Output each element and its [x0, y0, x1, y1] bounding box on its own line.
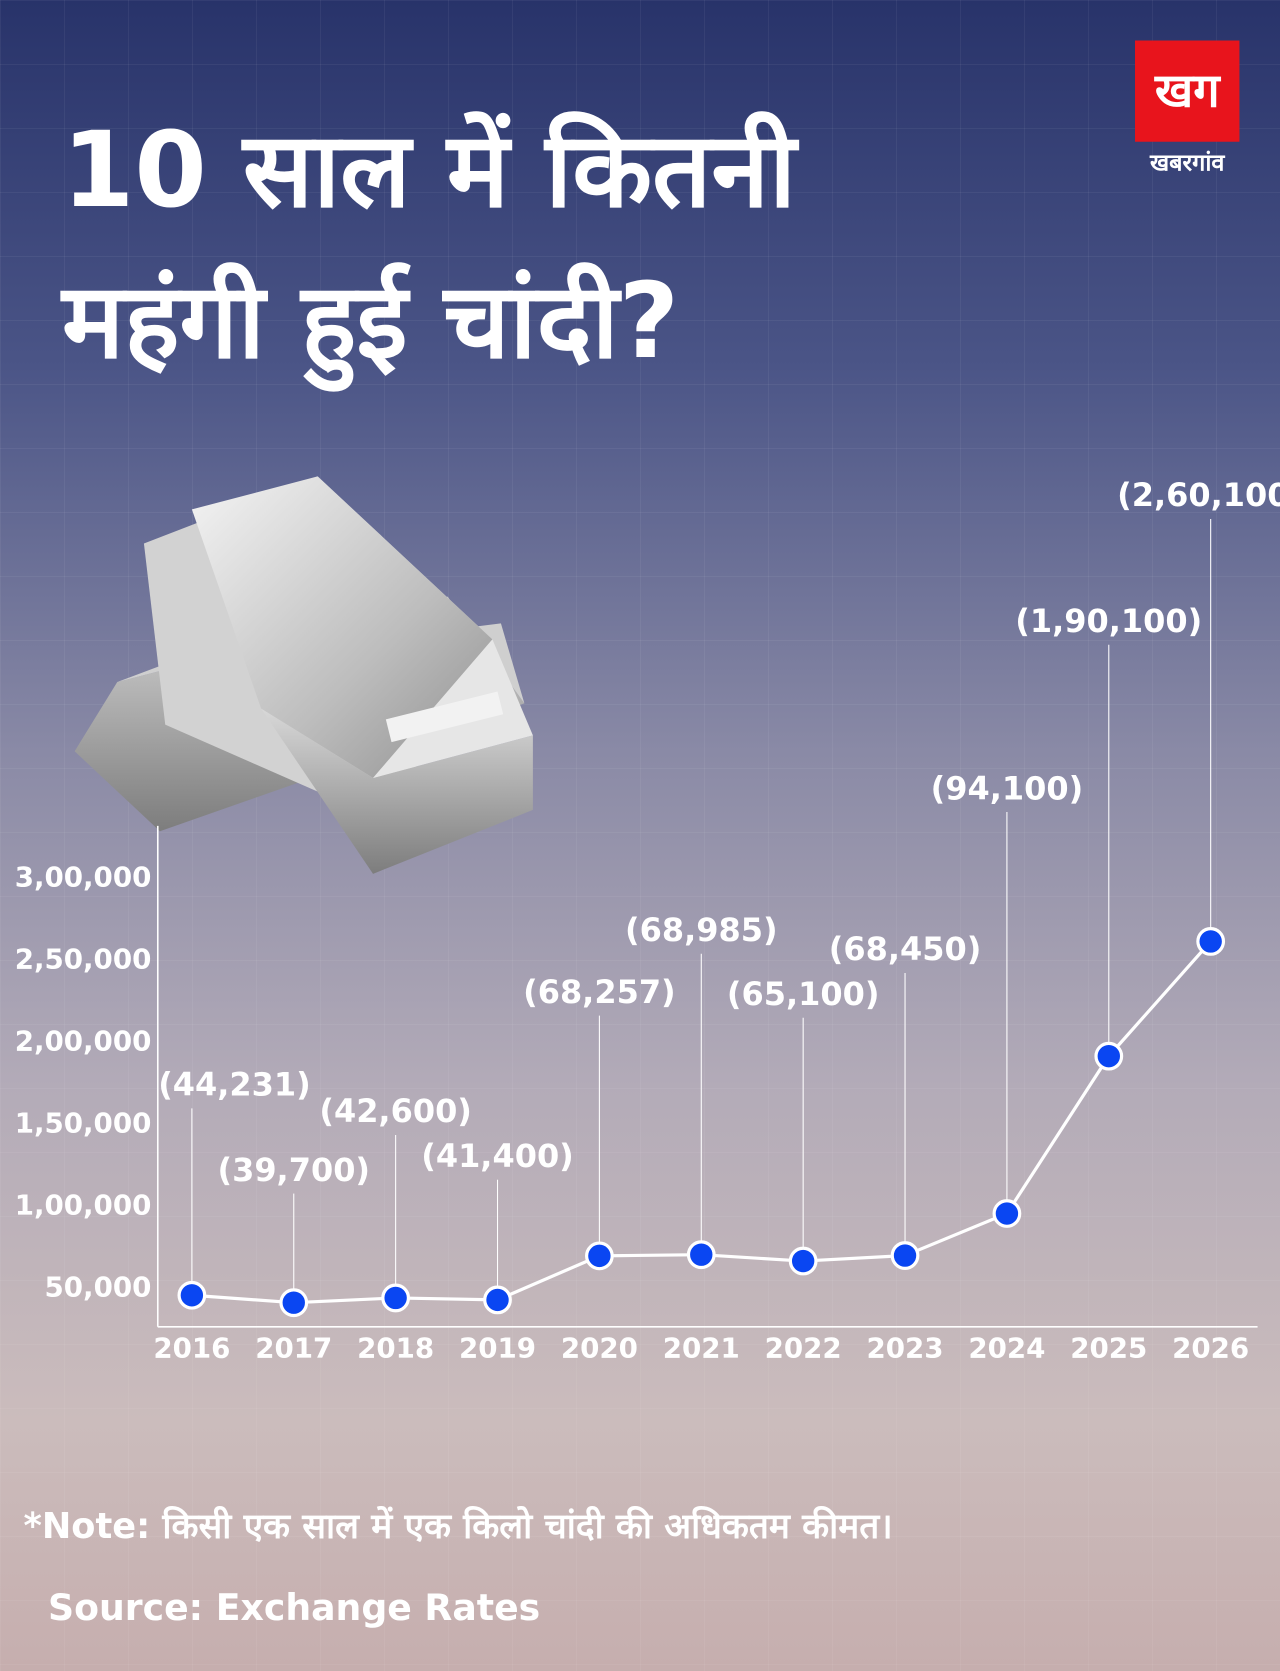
x-tick-label: 2024: [968, 1332, 1045, 1365]
point: [992, 1199, 1022, 1228]
x-tick-label: 2016: [153, 1332, 230, 1365]
x-tick-label: 2022: [765, 1332, 842, 1365]
y-tick-label: 50,000: [45, 1270, 152, 1303]
x-tick-label: 2019: [459, 1332, 536, 1365]
data-label: (42,600): [319, 1092, 472, 1130]
data-label: (44,231): [158, 1066, 311, 1104]
point: [585, 1241, 614, 1271]
point: [1094, 1041, 1124, 1071]
data-label: (65,100): [727, 975, 880, 1013]
point: [483, 1285, 512, 1315]
y-tick-label: 2,00,000: [15, 1025, 152, 1058]
logo-mark: खग: [1154, 64, 1221, 119]
y-tick-label: 2,50,000: [15, 943, 152, 976]
x-tick-label: 2021: [663, 1332, 740, 1365]
x-tick-label: 2025: [1070, 1332, 1147, 1365]
chart-title: 10 साल में कितनी महंगी हुई चांदी?: [62, 109, 797, 382]
logo-box: [1135, 40, 1240, 142]
data-label: (94,100): [931, 769, 1084, 807]
data-label: (68,257): [523, 973, 676, 1011]
point: [381, 1283, 411, 1313]
data-label: (41,400): [421, 1137, 574, 1175]
x-tick-label: 2026: [1172, 1332, 1249, 1365]
y-tick-label: 1,50,000: [15, 1107, 152, 1140]
point: [279, 1288, 309, 1318]
point: [890, 1241, 920, 1270]
data-label: (68,450): [829, 930, 982, 968]
logo: खग खबरगांव: [1135, 40, 1240, 177]
logo-name: खबरगांव: [1149, 149, 1225, 177]
point: [788, 1246, 818, 1276]
silver-bars: [74, 476, 533, 874]
x-tick-label: 2020: [561, 1332, 638, 1365]
data-label: (68,985): [625, 911, 778, 949]
y-tick-label: 1,00,000: [15, 1188, 152, 1221]
point: [177, 1280, 207, 1310]
x-tick-label: 2018: [357, 1332, 434, 1365]
point: [1196, 927, 1226, 956]
note: *Note: किसी एक साल में एक किलो चांदी की …: [23, 1505, 892, 1547]
data-label: (39,700): [217, 1151, 370, 1189]
y-tick-label: 3,00,000: [15, 861, 152, 894]
x-tick-label: 2017: [255, 1332, 332, 1365]
x-tick-label: 2023: [867, 1332, 944, 1365]
point: [686, 1240, 716, 1270]
data-label: (2,60,100): [1117, 476, 1280, 514]
source: Source: Exchange Rates: [48, 1586, 540, 1629]
data-label: (1,90,100): [1015, 602, 1202, 640]
